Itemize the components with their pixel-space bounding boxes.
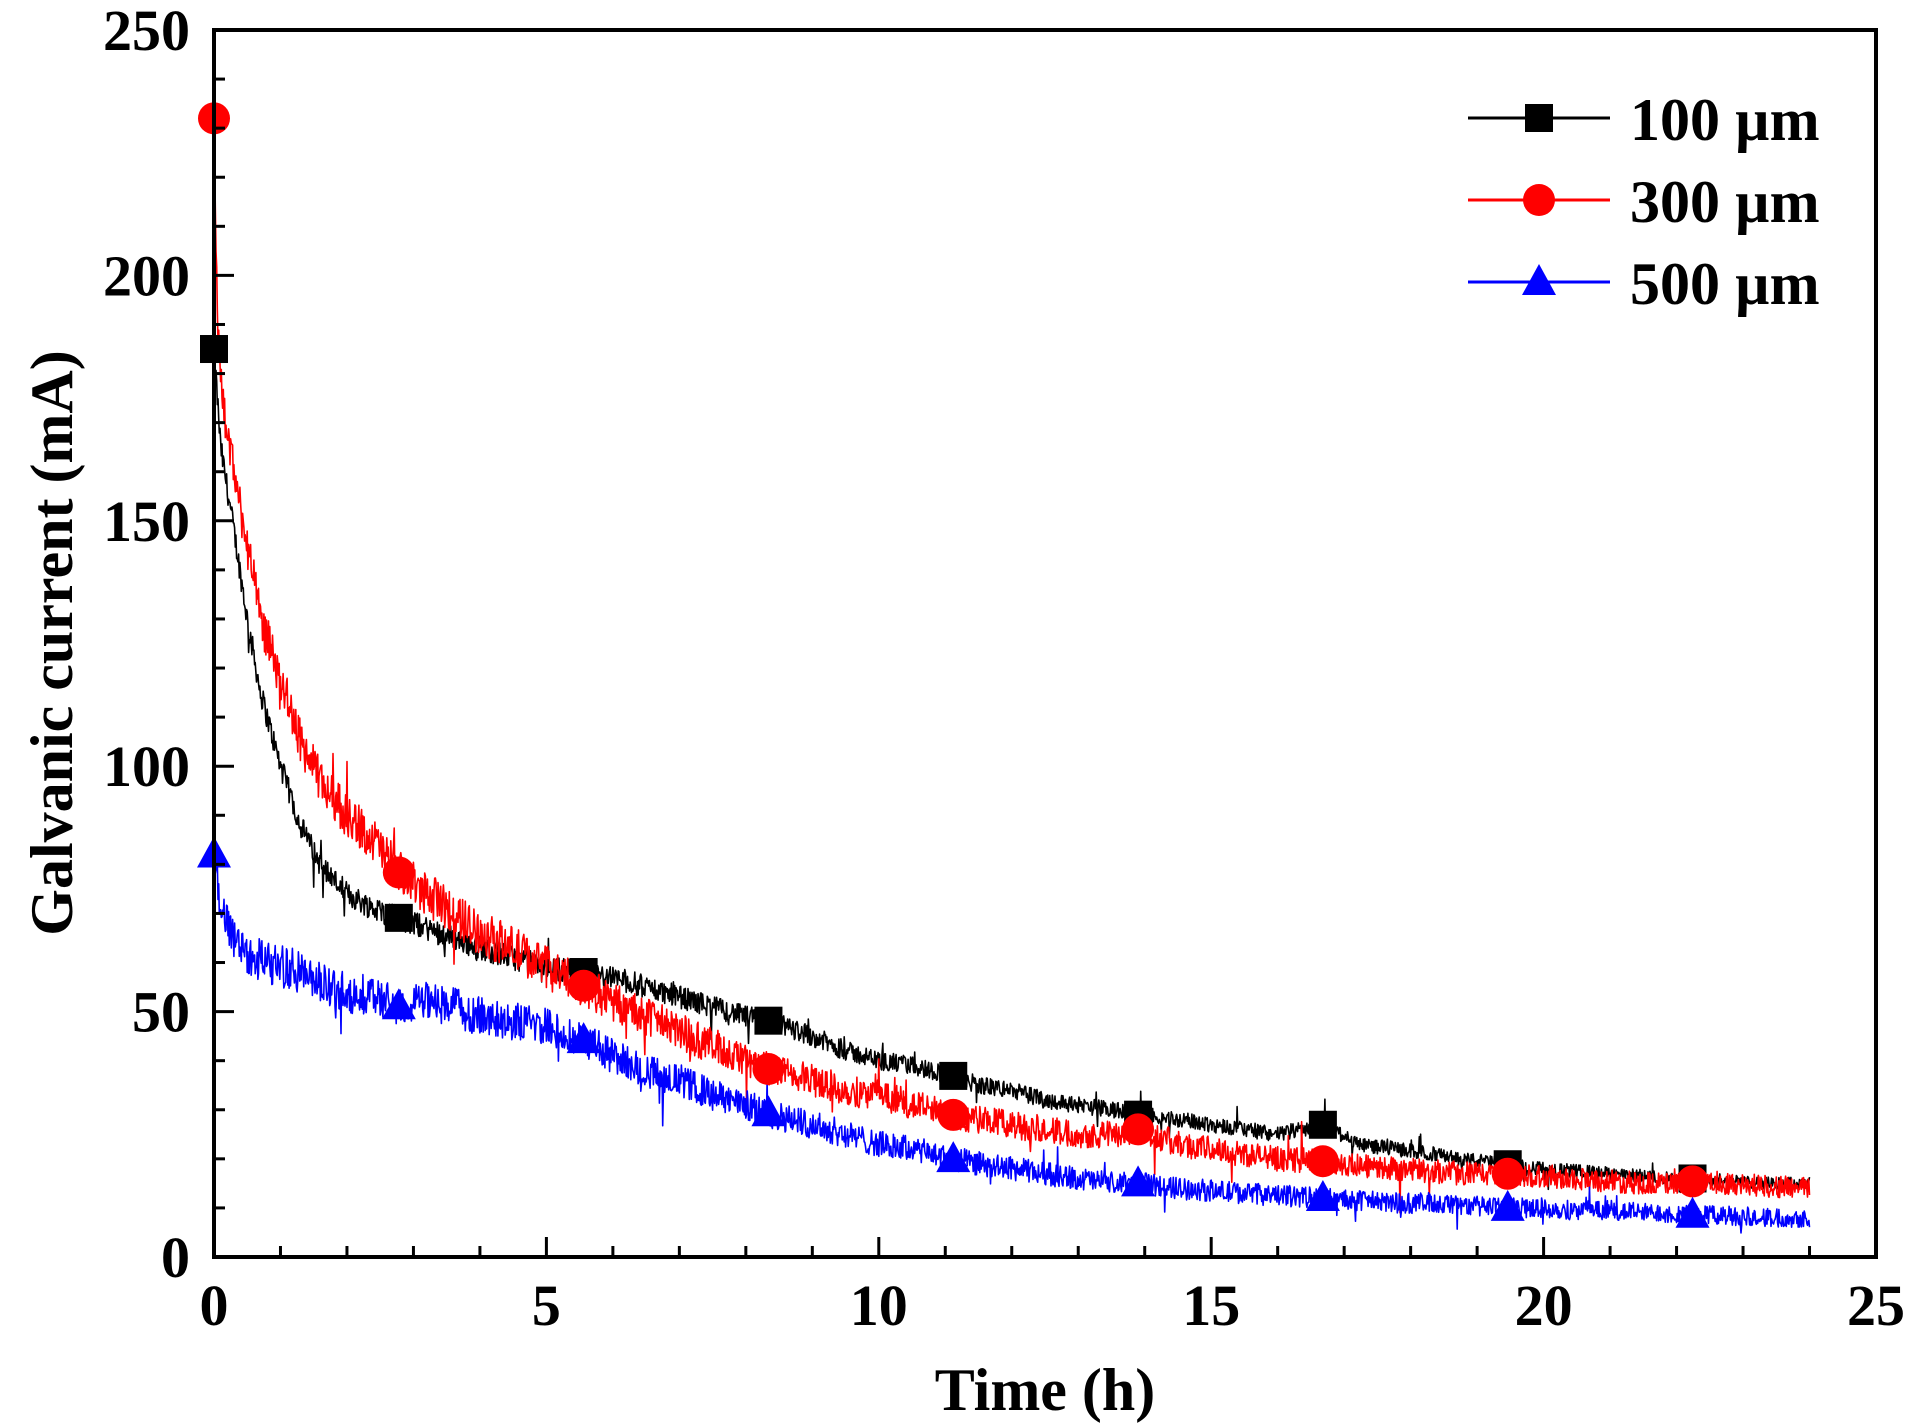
x-tick-label: 25 <box>1847 1273 1905 1338</box>
legend-label-500um: 500 µm <box>1630 251 1820 317</box>
data-point-300um <box>1676 1165 1709 1198</box>
data-point-500um <box>936 1141 971 1173</box>
x-tick-label: 5 <box>532 1273 561 1338</box>
data-point-500um <box>1675 1196 1710 1228</box>
data-point-500um <box>566 1022 601 1054</box>
data-point-500um <box>381 988 416 1020</box>
data-point-300um <box>752 1053 785 1086</box>
data-point-500um <box>751 1095 786 1127</box>
y-axis-title: Galvanic current (mA) <box>19 350 85 935</box>
data-point-100um <box>384 903 413 932</box>
data-point-300um <box>1491 1157 1524 1190</box>
data-point-300um <box>382 856 415 889</box>
series-markers <box>197 102 1710 1228</box>
x-tick-label: 0 <box>200 1273 229 1338</box>
legend-marker-500um <box>1522 264 1556 295</box>
series-line-500um <box>213 858 1811 1234</box>
y-tick-label: 0 <box>161 1225 190 1290</box>
data-point-300um <box>1306 1145 1339 1178</box>
y-tick-label: 200 <box>103 243 190 308</box>
data-point-500um <box>1305 1180 1340 1212</box>
x-axis-title: Time (h) <box>935 1357 1156 1423</box>
y-tick-label: 250 <box>103 0 190 63</box>
x-tick-label: 10 <box>850 1273 908 1338</box>
data-point-500um <box>1490 1189 1525 1221</box>
x-tick-label: 20 <box>1515 1273 1573 1338</box>
data-point-300um <box>937 1098 970 1131</box>
data-point-300um <box>567 969 600 1002</box>
plot-frame <box>212 28 1878 1259</box>
legend: 100 µm 300 µm 500 µm <box>1468 87 1820 317</box>
series-line-300um <box>213 116 1811 1214</box>
y-tick-label: 50 <box>132 980 190 1045</box>
data-point-100um <box>939 1061 968 1090</box>
legend-marker-100um <box>1525 104 1553 132</box>
data-point-300um <box>1122 1113 1155 1146</box>
data-point-100um <box>1308 1110 1337 1139</box>
legend-marker-300um <box>1523 184 1555 216</box>
y-tick-label: 150 <box>103 489 190 554</box>
series-traces <box>213 116 1811 1234</box>
y-tick-label: 100 <box>103 734 190 799</box>
legend-label-300um: 300 µm <box>1630 169 1820 235</box>
data-point-100um <box>754 1006 783 1035</box>
data-point-500um <box>1121 1165 1156 1197</box>
x-tick-label: 15 <box>1182 1273 1240 1338</box>
legend-label-100um: 100 µm <box>1630 87 1820 153</box>
